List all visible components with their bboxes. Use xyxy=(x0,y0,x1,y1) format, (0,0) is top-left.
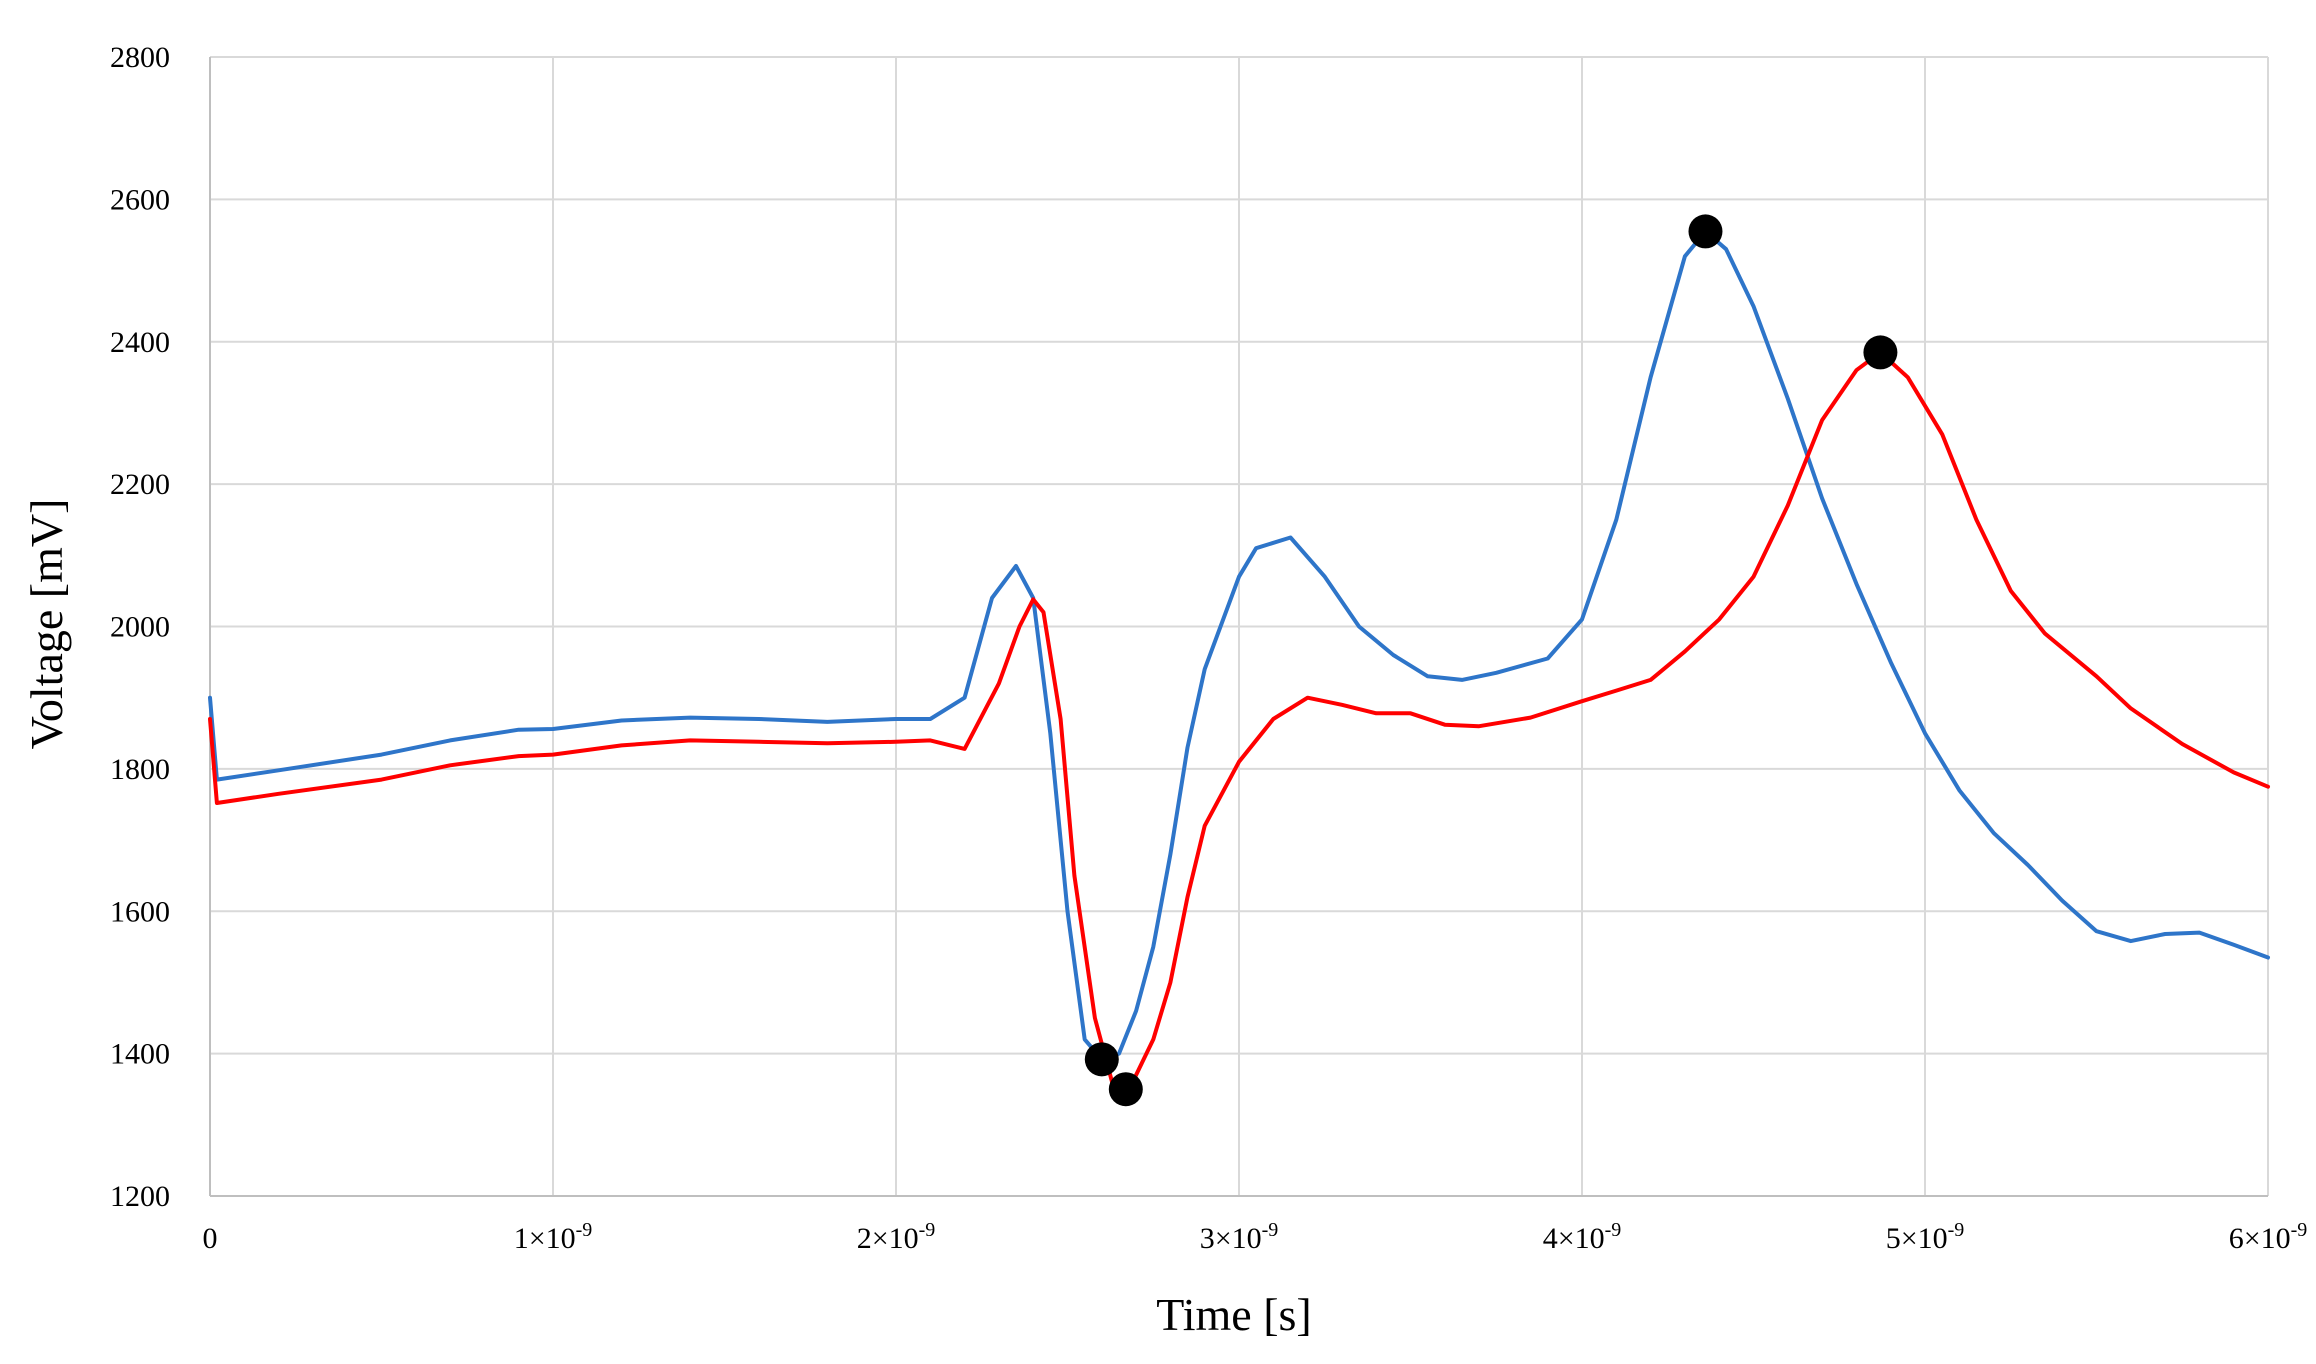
x-tick-label: 1×10-9 xyxy=(514,1219,593,1255)
tick-labels: 1200 1400 1600 1800 2000 2200 2400 2600 2800 0 1×1… xyxy=(110,41,2307,1255)
x-tick-label: 6×10-9 xyxy=(2229,1219,2308,1255)
y-tick-label: 2400 xyxy=(110,326,170,359)
extremum-marker xyxy=(1084,1042,1119,1077)
extremum-marker xyxy=(1863,335,1898,370)
y-tick-label: 1400 xyxy=(110,1038,170,1071)
series-line-2 xyxy=(208,350,2270,1092)
y-tick-label: 2200 xyxy=(110,468,170,501)
x-axis-title: Time [s] xyxy=(1156,1289,1312,1340)
x-tick-label: 2×10-9 xyxy=(857,1219,936,1255)
y-tick-label: 2000 xyxy=(110,611,170,644)
y-tick-label: 2600 xyxy=(110,183,170,216)
y-tick-label: 1800 xyxy=(110,753,170,786)
x-tick-label: 4×10-9 xyxy=(1543,1219,1622,1255)
y-tick-label: 2800 xyxy=(110,41,170,74)
axes xyxy=(209,57,2268,1197)
y-tick-label: 1600 xyxy=(110,895,170,928)
x-tick-label: 3×10-9 xyxy=(1200,1219,1279,1255)
series xyxy=(208,229,2270,1092)
markers xyxy=(1084,214,1898,1107)
extremum-marker xyxy=(1108,1072,1143,1107)
y-axis-title: Voltage [mV] xyxy=(21,499,72,750)
y-tick-label: 1200 xyxy=(110,1180,170,1213)
extremum-marker xyxy=(1688,214,1723,249)
x-tick-label: 0 xyxy=(203,1222,218,1255)
series-line-1 xyxy=(208,229,2270,1062)
x-tick-label: 5×10-9 xyxy=(1886,1219,1965,1255)
grid xyxy=(210,56,2269,1196)
